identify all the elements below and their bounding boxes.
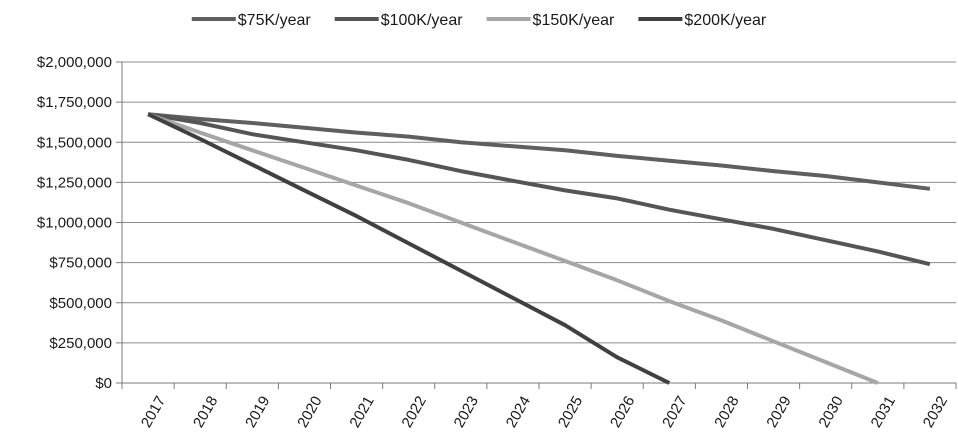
- x-tick-label: 2031: [868, 393, 899, 430]
- x-tick-label: 2017: [138, 393, 169, 430]
- axes: $0 $250,000 $500,000 $750,000 $1,000,000 $1,2…: [37, 54, 957, 431]
- x-tick-label: 2030: [815, 393, 846, 430]
- x-tick-label: 2024: [503, 393, 534, 430]
- x-tick-label: 2029: [763, 393, 794, 430]
- series-line-2: [147, 112, 931, 267]
- legend-label-2: $100K/year: [381, 12, 464, 29]
- gridlines: [122, 61, 956, 384]
- x-tick-label: 2027: [659, 393, 690, 430]
- y-tick-label: $0: [95, 375, 112, 392]
- y-tick-label: $1,250,000: [37, 174, 112, 191]
- x-tick-label: 2025: [555, 393, 586, 430]
- x-tick-label: 2023: [451, 393, 482, 430]
- y-tick-label: $1,000,000: [37, 215, 112, 232]
- y-tick-label: $250,000: [49, 335, 112, 352]
- legend-label-3: $150K/year: [533, 12, 616, 29]
- legend-label-1: $75K/year: [238, 12, 312, 29]
- x-tick-label: 2021: [346, 393, 377, 430]
- x-tick-label: 2032: [920, 393, 951, 430]
- y-tick-label: $1,500,000: [37, 134, 112, 151]
- legend: $75K/year $100K/year $150K/year $200K/year: [191, 12, 767, 29]
- x-tick-label: 2019: [242, 393, 273, 430]
- series-line-4: [147, 112, 671, 385]
- y-tick-label: $1,750,000: [37, 94, 112, 111]
- y-tick-label: $500,000: [49, 295, 112, 312]
- x-tick-label: 2018: [190, 393, 221, 430]
- series-lines: [147, 112, 931, 385]
- y-tick-label: $2,000,000: [37, 54, 112, 71]
- series-line-3: [147, 112, 879, 385]
- x-tick-label: 2020: [294, 393, 325, 430]
- series-line-1: [147, 112, 931, 191]
- y-tick-label: $750,000: [49, 255, 112, 272]
- legend-label-4: $200K/year: [684, 12, 767, 29]
- x-tick-label: 2026: [607, 393, 638, 430]
- x-tick-label: 2022: [398, 393, 429, 430]
- x-tick-label: 2028: [711, 393, 742, 430]
